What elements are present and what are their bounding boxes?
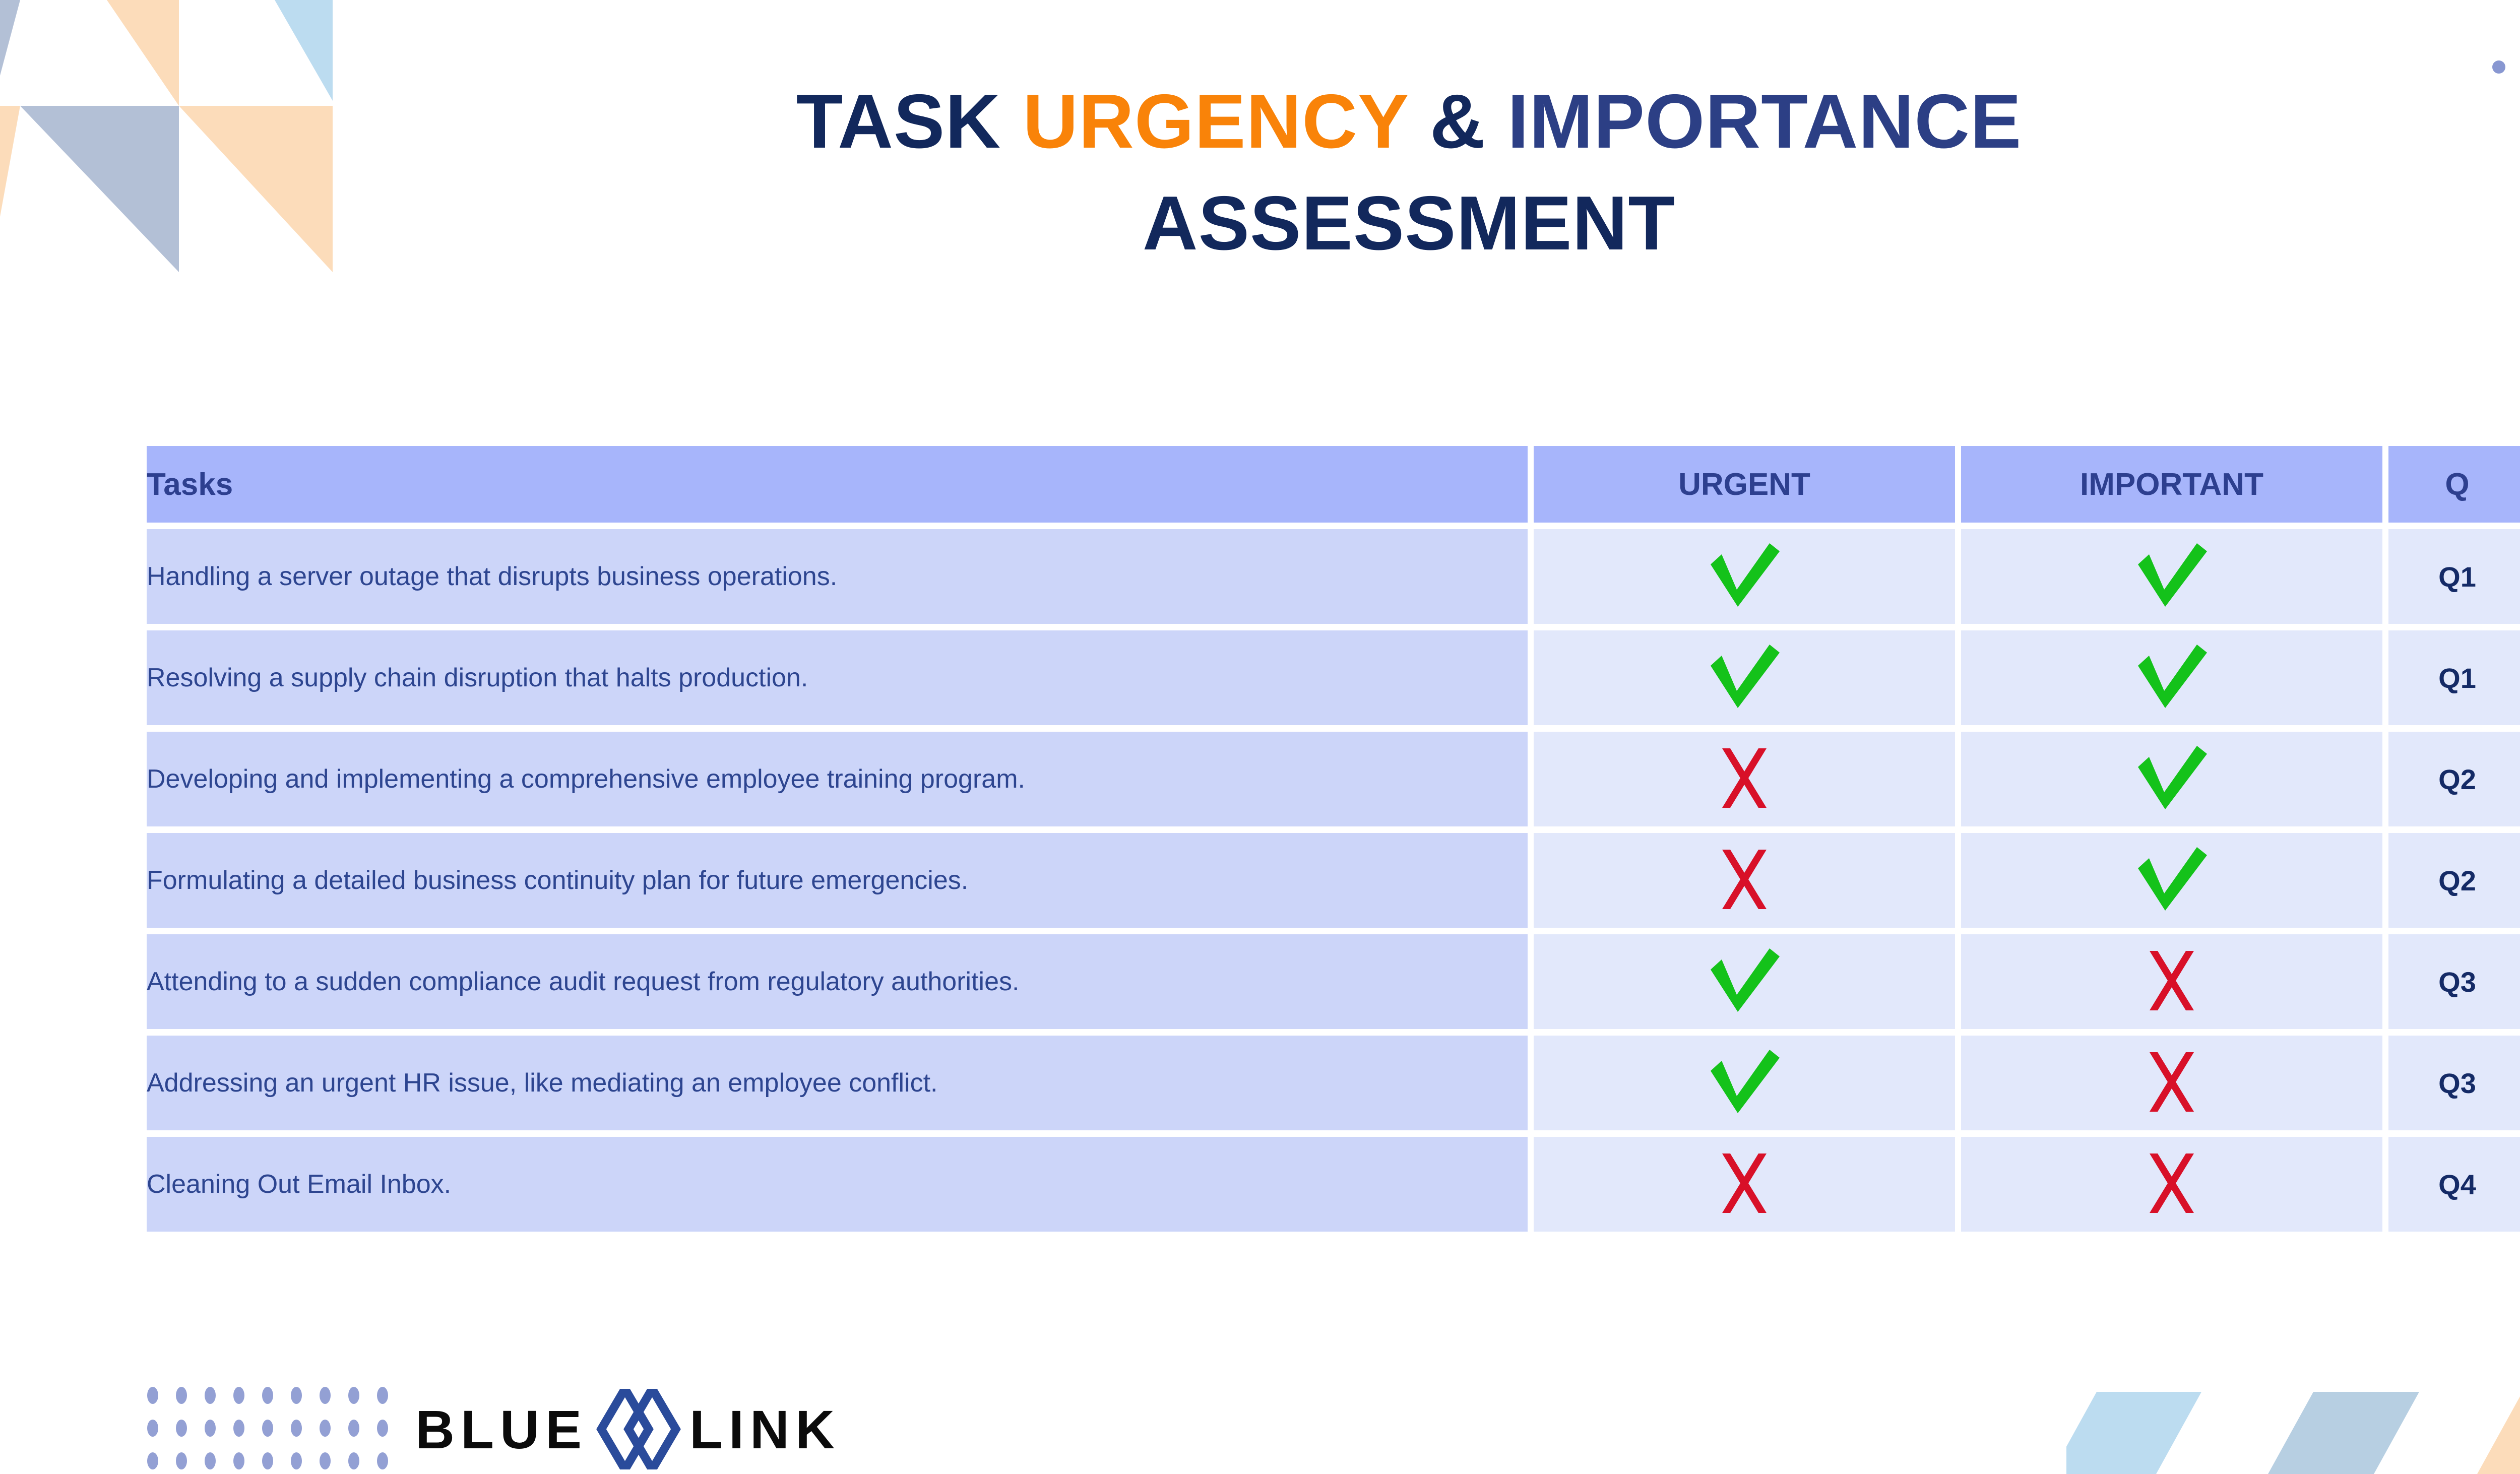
table-header-row: Tasks URGENT IMPORTANT Q xyxy=(147,446,2520,523)
important-mark-cell xyxy=(1961,732,2382,826)
logo-dot xyxy=(377,1452,388,1469)
task-cell: Formulating a detailed business continui… xyxy=(147,833,1528,928)
page-title-line-1: TASK URGENCY & IMPORTANCE xyxy=(0,71,2520,172)
important-mark-cell xyxy=(1961,1036,2382,1130)
task-cell: Addressing an urgent HR issue, like medi… xyxy=(147,1036,1528,1130)
logo-dot xyxy=(348,1452,359,1469)
logo-dot xyxy=(320,1452,331,1469)
logo-dot xyxy=(176,1387,187,1404)
table-row: Developing and implementing a comprehens… xyxy=(147,732,2520,826)
urgent-mark-cell xyxy=(1534,630,1955,725)
quadrant-cell: Q2 xyxy=(2388,732,2520,826)
table-row: Handling a server outage that disrupts b… xyxy=(147,529,2520,624)
urgent-mark-cell xyxy=(1534,1137,1955,1232)
column-header-tasks: Tasks xyxy=(147,446,1528,523)
title-word-importance: IMPORTANCE xyxy=(1507,79,2022,164)
quadrant-cell: Q3 xyxy=(2388,934,2520,1029)
check-icon xyxy=(2134,644,2210,709)
column-header-important: IMPORTANT xyxy=(1961,446,2382,523)
table-row: Addressing an urgent HR issue, like medi… xyxy=(147,1036,2520,1130)
cross-icon xyxy=(2145,1153,2199,1213)
logo-dot xyxy=(291,1452,302,1469)
cross-icon xyxy=(2145,1052,2199,1112)
quadrant-cell: Q1 xyxy=(2388,630,2520,725)
logo-dot xyxy=(377,1420,388,1437)
important-mark-cell xyxy=(1961,529,2382,624)
logo-dot xyxy=(147,1452,158,1469)
page-title: TASK URGENCY & IMPORTANCE ASSESSMENT xyxy=(0,71,2520,274)
page-title-line-2: ASSESSMENT xyxy=(1142,180,1676,267)
urgent-mark-cell xyxy=(1534,529,1955,624)
logo-dot xyxy=(205,1420,216,1437)
important-mark-cell xyxy=(1961,833,2382,928)
logo-dot xyxy=(233,1452,244,1469)
urgent-mark-cell xyxy=(1534,833,1955,928)
logo-dot xyxy=(233,1420,244,1437)
title-word-urgency: URGENCY xyxy=(1023,79,1408,164)
logo-dot xyxy=(262,1452,273,1469)
column-header-quadrant: Q xyxy=(2388,446,2520,523)
important-mark-cell xyxy=(1961,630,2382,725)
check-icon xyxy=(2134,745,2210,810)
logo-dot xyxy=(176,1420,187,1437)
task-cell: Cleaning Out Email Inbox. xyxy=(147,1137,1528,1232)
logo-dot xyxy=(291,1387,302,1404)
logo-dot xyxy=(377,1387,388,1404)
cross-icon xyxy=(2145,950,2199,1010)
table-row: Cleaning Out Email Inbox. Q4 xyxy=(147,1137,2520,1232)
check-icon xyxy=(2134,543,2210,608)
cross-icon xyxy=(1717,1153,1772,1213)
table-row: Resolving a supply chain disruption that… xyxy=(147,630,2520,725)
important-mark-cell xyxy=(1961,934,2382,1029)
important-mark-cell xyxy=(1961,1137,2382,1232)
logo-dot xyxy=(348,1420,359,1437)
quadrant-cell: Q1 xyxy=(2388,529,2520,624)
task-cell: Attending to a sudden compliance audit r… xyxy=(147,934,1528,1029)
logo-dot xyxy=(233,1387,244,1404)
logo-diamond-icon xyxy=(596,1389,681,1469)
logo-dot xyxy=(147,1387,158,1404)
check-icon xyxy=(1707,1049,1782,1114)
check-icon xyxy=(1707,644,1782,709)
quadrant-cell: Q2 xyxy=(2388,833,2520,928)
task-assessment-table: Tasks URGENT IMPORTANT Q Handling a serv… xyxy=(141,439,2520,1238)
quadrant-cell: Q3 xyxy=(2388,1036,2520,1130)
decorative-dot-triangle-topright xyxy=(2490,58,2520,209)
logo-dot xyxy=(320,1420,331,1437)
check-icon xyxy=(1707,948,1782,1013)
logo-text-blue: BLUE xyxy=(415,1398,588,1460)
logo-text-link: LINK xyxy=(689,1398,841,1460)
title-ampersand: & xyxy=(1408,79,1507,164)
urgent-mark-cell xyxy=(1534,1036,1955,1130)
quadrant-cell: Q4 xyxy=(2388,1137,2520,1232)
title-word-task: TASK xyxy=(796,79,1023,164)
table-row: Formulating a detailed business continui… xyxy=(147,833,2520,928)
logo-dot xyxy=(262,1387,273,1404)
task-cell: Developing and implementing a comprehens… xyxy=(147,732,1528,826)
logo-dot xyxy=(348,1387,359,1404)
urgent-mark-cell xyxy=(1534,732,1955,826)
cross-icon xyxy=(1717,748,1772,808)
decorative-slanted-bars-bottomright xyxy=(2066,1392,2520,1474)
logo-dot xyxy=(205,1387,216,1404)
task-cell: Handling a server outage that disrupts b… xyxy=(147,529,1528,624)
brand-logo: BLUE LINK xyxy=(143,1387,841,1471)
check-icon xyxy=(2134,847,2210,912)
logo-dot xyxy=(320,1387,331,1404)
task-cell: Resolving a supply chain disruption that… xyxy=(147,630,1528,725)
logo-dot xyxy=(147,1420,158,1437)
logo-wordmark: BLUE LINK xyxy=(415,1389,841,1469)
logo-dot xyxy=(205,1452,216,1469)
logo-dot xyxy=(291,1420,302,1437)
check-icon xyxy=(1707,543,1782,608)
cross-icon xyxy=(1717,849,1772,909)
logo-dot xyxy=(262,1420,273,1437)
urgent-mark-cell xyxy=(1534,934,1955,1029)
logo-dot xyxy=(176,1452,187,1469)
decorative-dot xyxy=(2492,60,2505,74)
logo-dot-grid xyxy=(143,1387,392,1471)
table-body: Handling a server outage that disrupts b… xyxy=(147,529,2520,1232)
table-row: Attending to a sudden compliance audit r… xyxy=(147,934,2520,1029)
column-header-urgent: URGENT xyxy=(1534,446,1955,523)
